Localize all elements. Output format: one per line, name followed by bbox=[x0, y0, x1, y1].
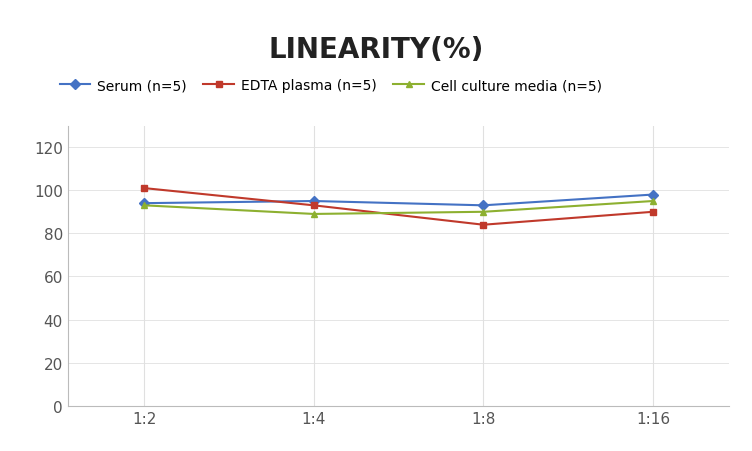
EDTA plasma (n=5) bbox=[140, 186, 149, 191]
Cell culture media (n=5) bbox=[648, 199, 657, 204]
Cell culture media (n=5) bbox=[309, 212, 318, 217]
Line: EDTA plasma (n=5): EDTA plasma (n=5) bbox=[141, 185, 656, 229]
Serum (n=5) bbox=[309, 199, 318, 204]
EDTA plasma (n=5) bbox=[309, 203, 318, 208]
EDTA plasma (n=5) bbox=[648, 210, 657, 215]
Serum (n=5) bbox=[479, 203, 488, 208]
EDTA plasma (n=5) bbox=[479, 222, 488, 228]
Cell culture media (n=5) bbox=[140, 203, 149, 208]
Legend: Serum (n=5), EDTA plasma (n=5), Cell culture media (n=5): Serum (n=5), EDTA plasma (n=5), Cell cul… bbox=[59, 79, 602, 93]
Line: Cell culture media (n=5): Cell culture media (n=5) bbox=[141, 198, 656, 218]
Text: LINEARITY(%): LINEARITY(%) bbox=[268, 36, 484, 64]
Serum (n=5) bbox=[140, 201, 149, 207]
Cell culture media (n=5) bbox=[479, 210, 488, 215]
Serum (n=5) bbox=[648, 193, 657, 198]
Line: Serum (n=5): Serum (n=5) bbox=[141, 192, 656, 209]
